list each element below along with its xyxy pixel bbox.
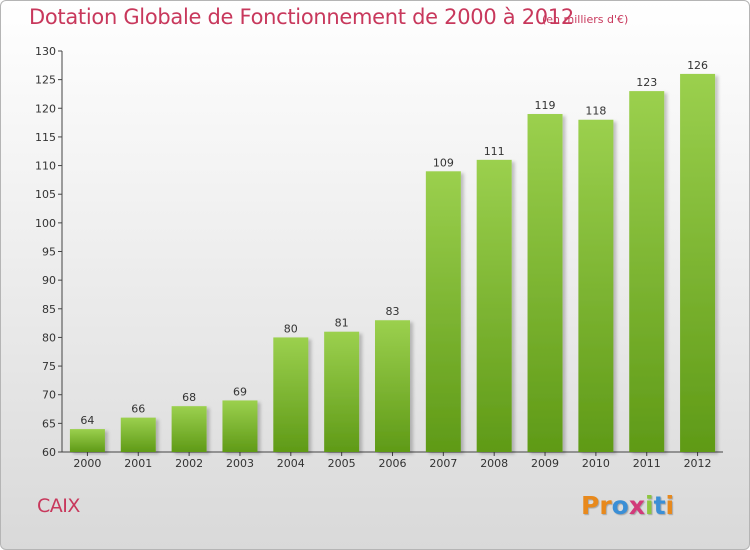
x-tick-label: 2005 xyxy=(328,457,356,470)
bar-2007 xyxy=(425,171,461,453)
data-label-2002: 68 xyxy=(182,391,196,404)
proxiti-logo: Proxiti xyxy=(581,491,674,520)
bar-2004 xyxy=(273,337,309,452)
y-tick-label: 105 xyxy=(35,188,56,201)
y-tick-label: 115 xyxy=(35,131,56,144)
y-tick-label: 65 xyxy=(42,417,56,430)
y-tick-label: 70 xyxy=(42,389,56,402)
bar-2003 xyxy=(222,400,258,452)
x-tick-label: 2009 xyxy=(531,457,559,470)
bar-2009 xyxy=(527,114,563,452)
bar-2006 xyxy=(375,320,410,452)
logo-letter: i xyxy=(645,491,654,520)
chart-title: Dotation Globale de Fonctionnement de 20… xyxy=(29,5,574,29)
data-label-2001: 66 xyxy=(131,403,145,416)
y-tick-label: 120 xyxy=(35,102,56,115)
y-tick-label: 125 xyxy=(35,74,56,87)
y-tick-label: 130 xyxy=(35,45,56,58)
data-label-2011: 123 xyxy=(636,76,657,89)
y-tick-label: 85 xyxy=(42,303,56,316)
logo-letter: i xyxy=(665,491,675,520)
y-tick-label: 75 xyxy=(42,360,56,373)
bar-2010 xyxy=(578,119,614,452)
logo-letter: x xyxy=(628,491,645,520)
y-tick-label: 80 xyxy=(42,331,56,344)
y-tick-label: 95 xyxy=(42,246,56,259)
x-tick-label: 2007 xyxy=(429,457,457,470)
data-label-2006: 83 xyxy=(386,305,400,318)
x-tick-label: 2006 xyxy=(379,457,407,470)
data-label-2005: 81 xyxy=(335,317,349,330)
y-tick-label: 100 xyxy=(35,217,56,230)
chart-unit: (en milliers d'€) xyxy=(542,13,629,26)
commune-name: CAIX xyxy=(37,495,80,517)
logo-letter: o xyxy=(611,491,629,520)
logo-letter: P xyxy=(581,491,600,520)
bar-2011 xyxy=(629,91,665,452)
data-label-2003: 69 xyxy=(233,385,247,398)
x-tick-label: 2012 xyxy=(684,457,712,470)
data-label-2012: 126 xyxy=(687,59,708,72)
bar-2000 xyxy=(69,429,105,452)
data-label-2007: 109 xyxy=(433,156,454,169)
x-tick-label: 2011 xyxy=(633,457,661,470)
x-tick-label: 2010 xyxy=(582,457,610,470)
logo-letter: r xyxy=(599,491,612,520)
data-label-2000: 64 xyxy=(80,414,94,427)
x-tick-label: 2000 xyxy=(73,457,101,470)
data-label-2008: 111 xyxy=(484,145,505,158)
x-tick-label: 2008 xyxy=(480,457,508,470)
data-label-2009: 119 xyxy=(535,99,556,112)
bar-2012 xyxy=(680,73,716,453)
x-tick-label: 2004 xyxy=(277,457,305,470)
x-tick-label: 2001 xyxy=(124,457,152,470)
x-tick-label: 2002 xyxy=(175,457,203,470)
logo-letter: t xyxy=(653,491,666,520)
y-tick-label: 110 xyxy=(35,160,56,173)
bar-2001 xyxy=(120,417,156,452)
data-label-2004: 80 xyxy=(284,322,298,335)
bar-2002 xyxy=(171,406,207,452)
data-label-2010: 118 xyxy=(585,105,606,118)
x-tick-label: 2003 xyxy=(226,457,254,470)
y-tick-label: 90 xyxy=(42,274,56,287)
y-tick-label: 60 xyxy=(42,446,56,459)
bar-2008 xyxy=(476,159,512,453)
bar-2005 xyxy=(324,331,360,452)
